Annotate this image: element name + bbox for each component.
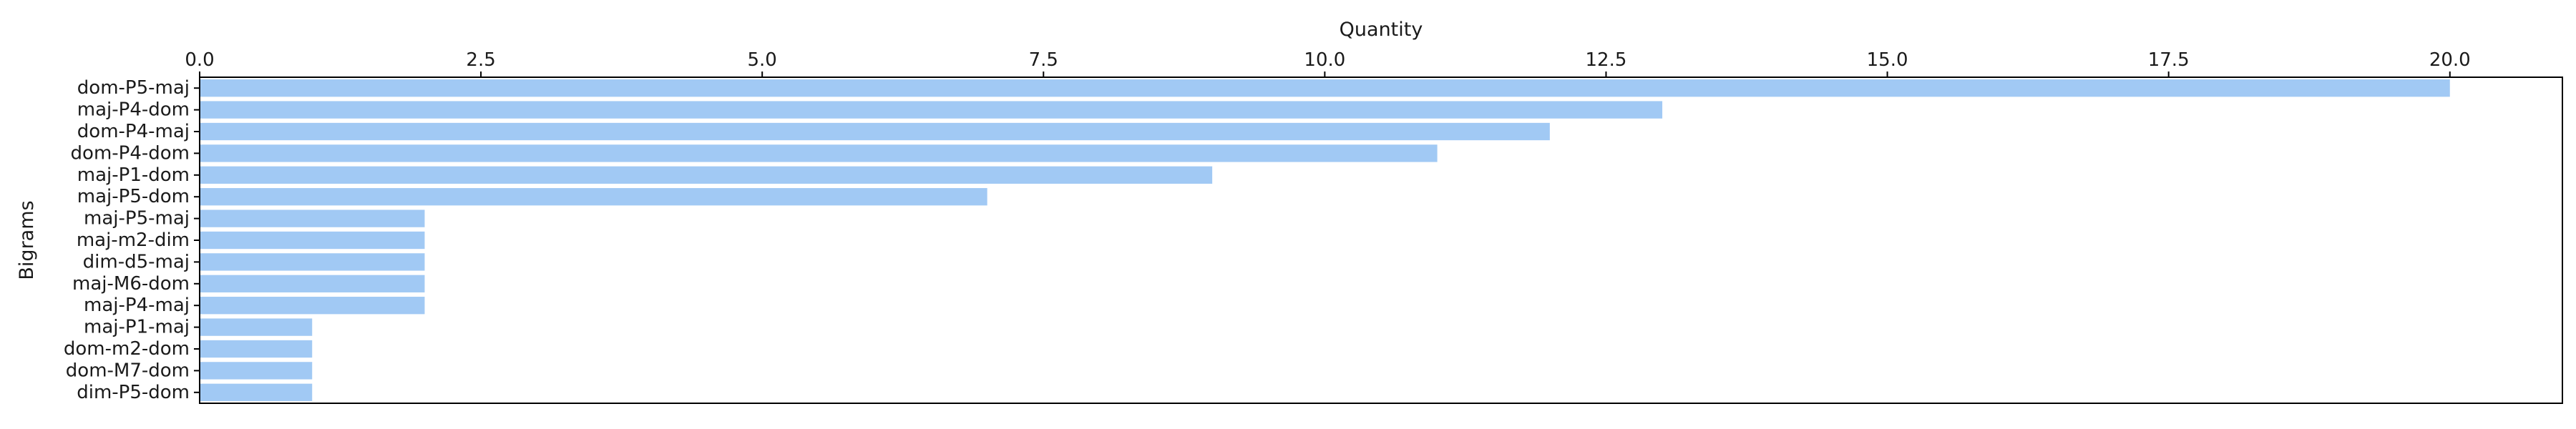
bar-dom-M7-dom <box>200 362 313 380</box>
plot-frame <box>199 77 2563 404</box>
bar-maj-m2-dim <box>200 231 425 250</box>
bar-maj-P5-dom <box>200 188 987 206</box>
x-axis-label: Quantity <box>1340 19 1423 41</box>
x-tick-label: 5.0 <box>748 49 777 71</box>
x-tick-label: 10.0 <box>1304 49 1345 71</box>
y-tick-label: dom-P4-dom <box>71 142 190 164</box>
y-tick-label: maj-P5-dom <box>77 186 190 207</box>
x-tick-label: 2.5 <box>466 49 495 71</box>
bar-maj-P5-maj <box>200 209 425 227</box>
y-tick-label: maj-m2-dim <box>77 230 190 251</box>
bar-maj-P4-maj <box>200 297 425 315</box>
y-tick-label: maj-M6-dom <box>72 273 190 295</box>
bar-dom-P4-dom <box>200 144 1438 162</box>
bars-layer <box>200 79 2450 401</box>
bar-maj-M6-dom <box>200 275 425 292</box>
bar-dim-P5-dom <box>200 383 313 401</box>
x-tick-label: 20.0 <box>2429 49 2471 71</box>
bar-dom-P4-maj <box>200 122 1550 141</box>
x-tick-label: 12.5 <box>1586 49 1627 71</box>
y-tick-label: dim-P5-dom <box>77 382 190 403</box>
y-axis-label: Bigrams <box>16 200 38 280</box>
y-tick-layer: dom-P5-majmaj-P4-domdom-P4-majdom-P4-dom… <box>64 77 200 403</box>
bar-maj-P1-maj <box>200 318 313 336</box>
y-tick-label: dom-M7-dom <box>66 360 190 381</box>
bar-dim-d5-maj <box>200 253 425 271</box>
y-tick-label: maj-P4-maj <box>84 295 190 316</box>
y-tick-label: dim-d5-maj <box>83 251 190 272</box>
y-tick-label: maj-P4-dom <box>77 99 190 121</box>
x-tick-layer: 0.0 2.5 5.0 7.5 10.0 12.5 15.0 17.5 20.0 <box>185 49 2471 77</box>
y-tick-label: dom-P4-maj <box>77 121 190 142</box>
bar-dom-m2-dom <box>200 340 313 358</box>
x-tick-label: 15.0 <box>1867 49 1908 71</box>
y-tick-label: maj-P1-dom <box>77 164 190 186</box>
x-tick-label: 17.5 <box>2148 49 2190 71</box>
y-tick-label: dom-m2-dom <box>64 338 190 360</box>
x-tick-label: 0.0 <box>185 49 214 71</box>
y-tick-label: dom-P5-maj <box>77 77 190 99</box>
bar-maj-P1-dom <box>200 166 1213 184</box>
bar-dom-P5-maj <box>200 79 2450 97</box>
y-tick-label: maj-P1-maj <box>84 317 190 338</box>
y-tick-label: maj-P5-maj <box>84 208 190 230</box>
bar-maj-P4-dom <box>200 101 1663 119</box>
x-tick-label: 7.5 <box>1029 49 1058 71</box>
